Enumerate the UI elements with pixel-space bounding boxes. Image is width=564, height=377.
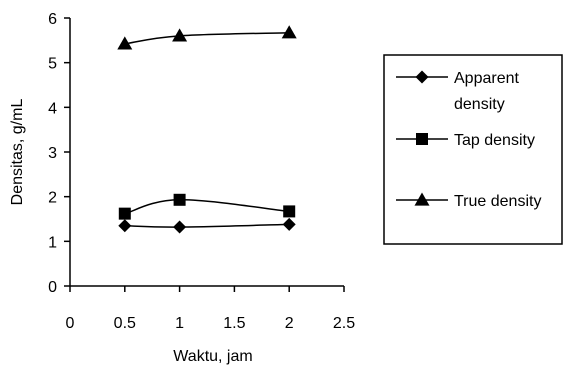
y-tick-label: 1 — [48, 234, 57, 251]
x-tick-label: 1 — [175, 315, 184, 332]
y-tick-label: 5 — [48, 56, 57, 73]
legend-marker-diamond — [415, 70, 429, 84]
series-line — [124, 199, 290, 215]
data-point-triangle — [117, 36, 133, 50]
x-axis-title: Waktu, jam — [173, 348, 252, 365]
x-tick-label: 0.5 — [114, 315, 136, 332]
legend-entry: True density — [396, 192, 541, 210]
legend-entry: Tap density — [396, 132, 535, 149]
y-tick-label: 6 — [48, 11, 57, 28]
data-point-diamond — [282, 217, 296, 231]
data-point-triangle — [281, 25, 297, 39]
series-triangle — [117, 25, 297, 50]
axes: 0 1 2 3 4 5 6 0 0.5 1 1.5 2 2.5 — [48, 11, 355, 332]
data-point-triangle — [172, 28, 188, 42]
y-tick-label: 4 — [48, 100, 57, 117]
data-point-diamond — [173, 220, 187, 234]
data-point-square — [118, 207, 131, 220]
y-tick-label: 2 — [48, 190, 57, 207]
legend-entry: Apparent density — [396, 70, 519, 113]
legend-box — [383, 54, 563, 245]
legend: Apparent density Tap density True density — [383, 54, 563, 245]
data-point-square — [283, 205, 296, 218]
x-tick-label: 2 — [285, 315, 294, 332]
legend-label: Tap density — [454, 132, 535, 149]
legend-marker-triangle — [414, 192, 430, 206]
series-line — [124, 223, 290, 228]
x-tick-label: 0 — [66, 315, 75, 332]
y-tick-label: 3 — [48, 145, 57, 162]
data-point-diamond — [118, 219, 132, 233]
series-line — [124, 31, 290, 45]
series-diamond — [118, 217, 296, 234]
series-square — [118, 193, 296, 220]
x-tick-label: 1.5 — [223, 315, 245, 332]
series-layer — [117, 25, 297, 234]
y-tick-label: 0 — [48, 279, 57, 296]
legend-marker-square — [416, 133, 428, 145]
legend-label: Apparent — [454, 70, 519, 87]
legend-label: density — [454, 96, 505, 113]
x-tick-label: 2.5 — [333, 315, 355, 332]
data-point-square — [173, 193, 186, 206]
y-axis-title: Densitas, g/mL — [9, 99, 26, 206]
legend-label: True density — [454, 193, 541, 210]
